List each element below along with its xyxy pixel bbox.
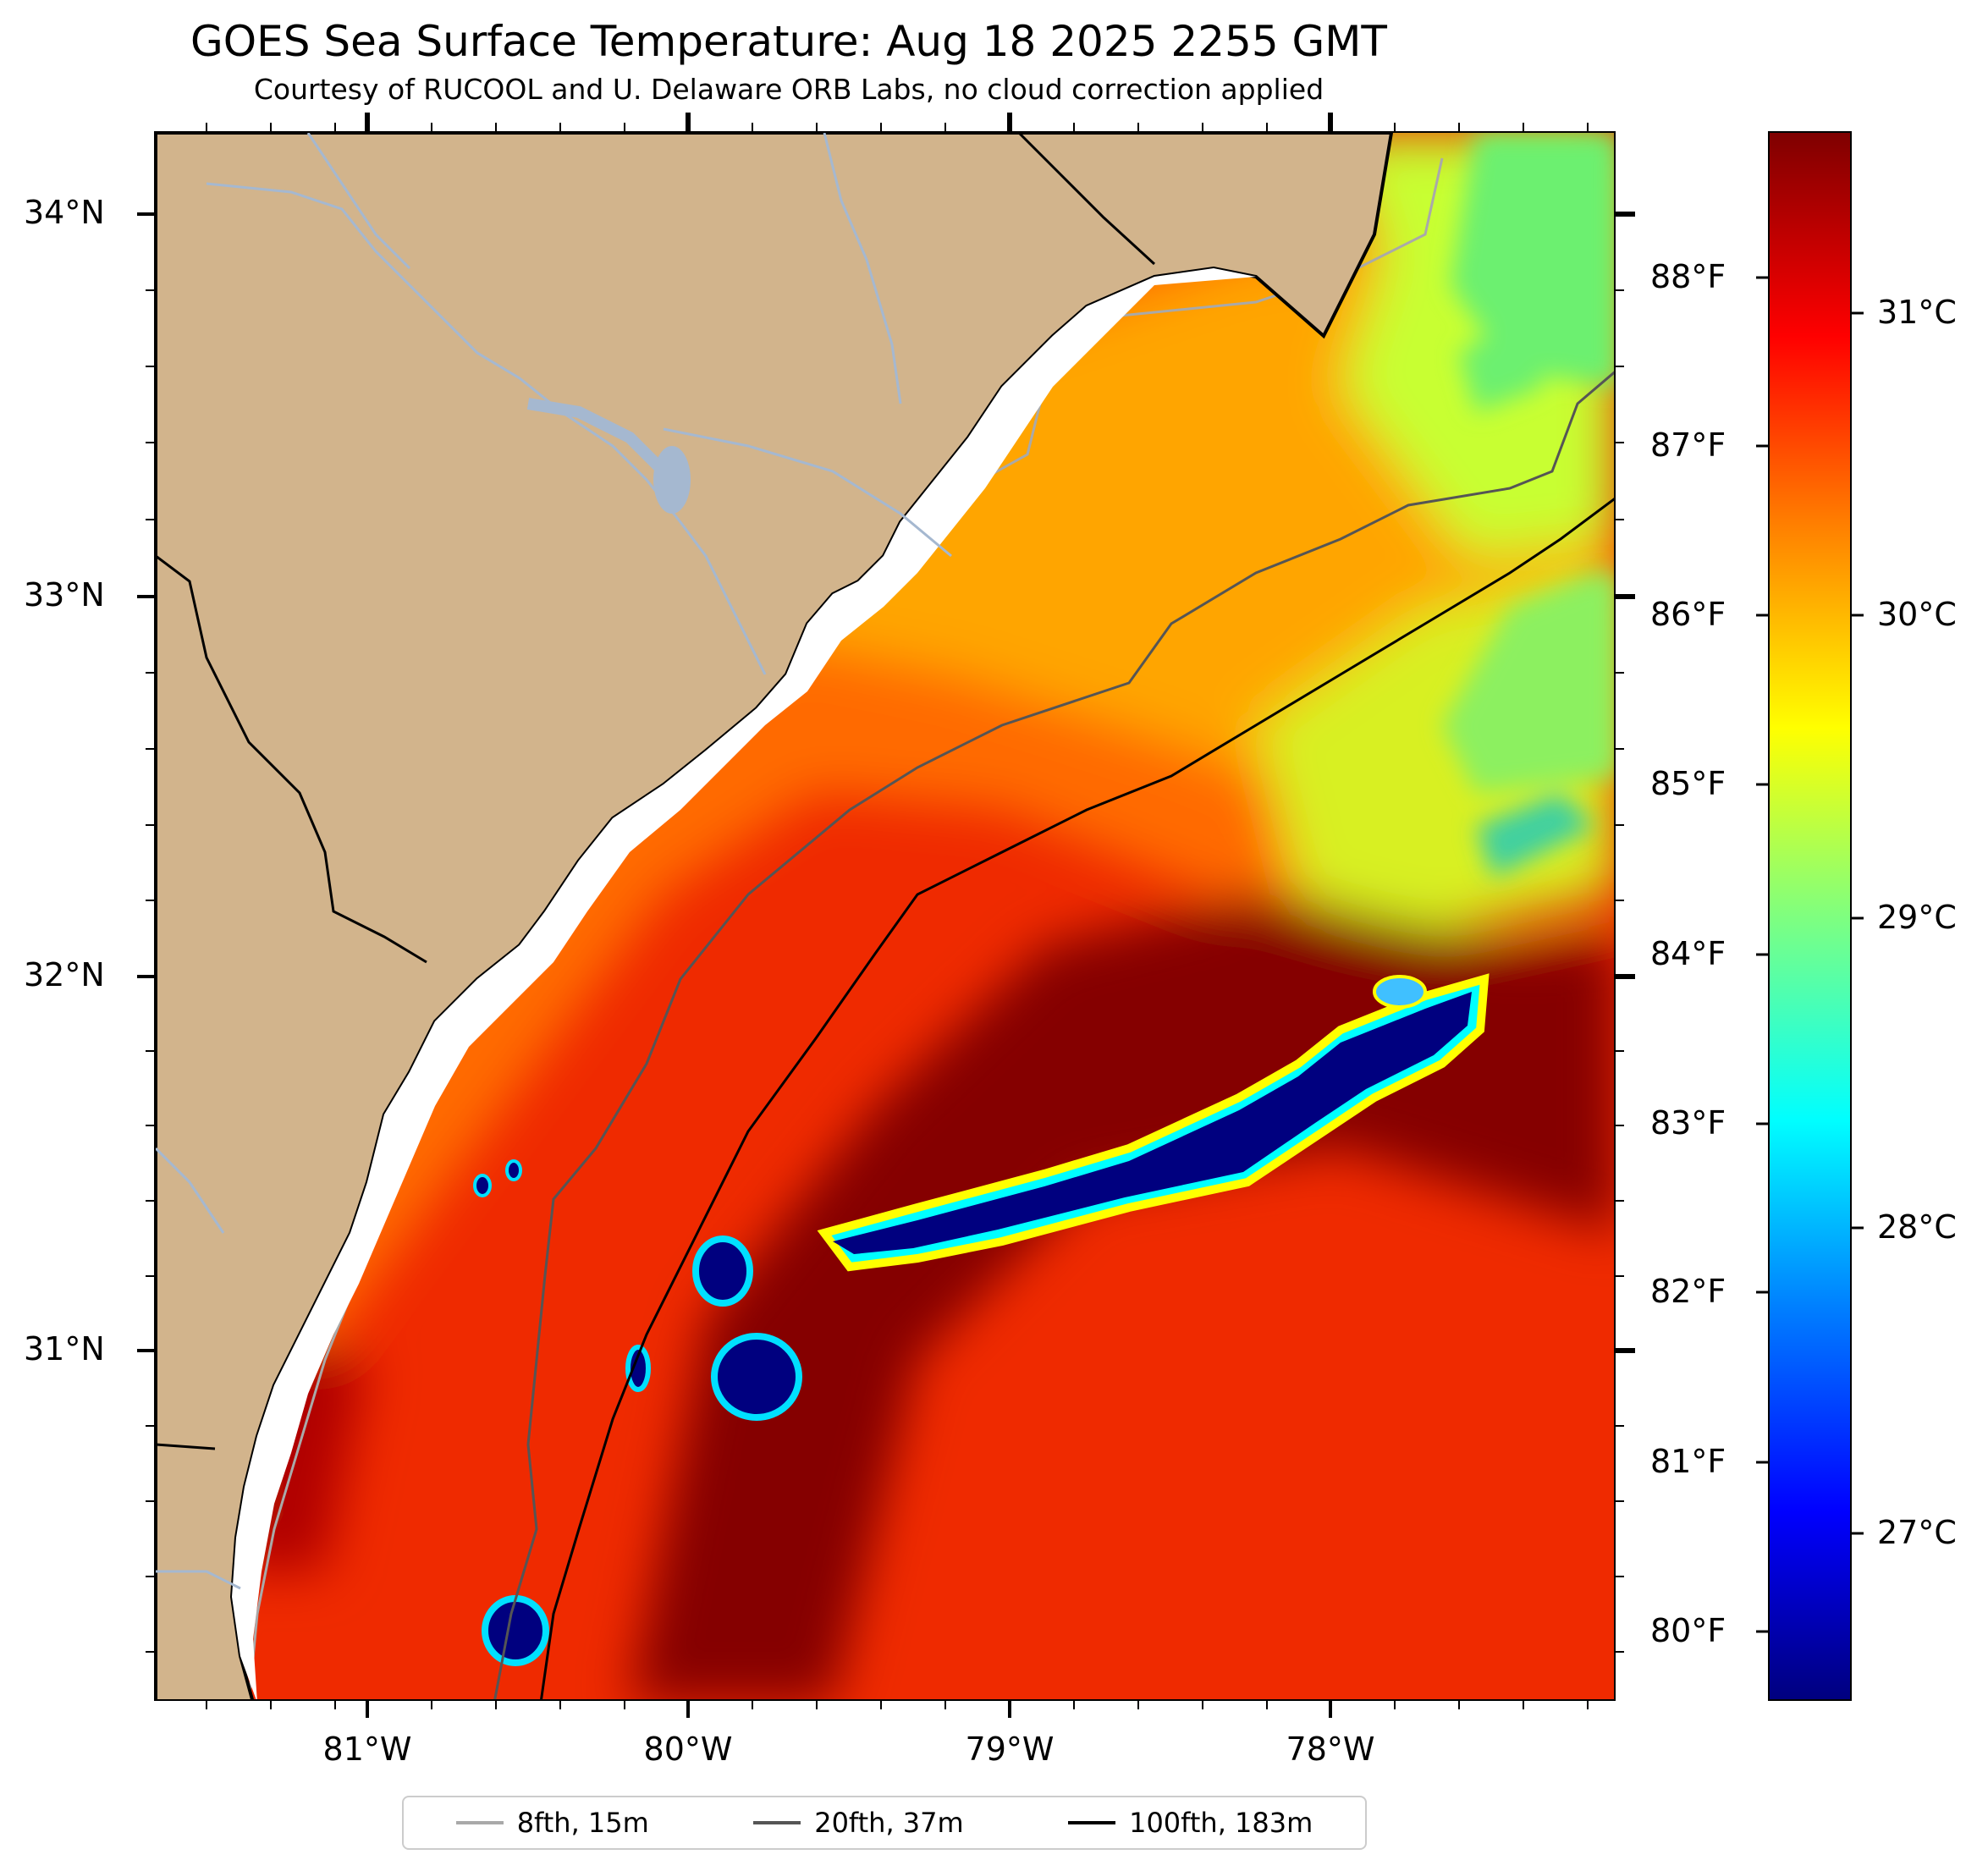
colorbar-f-label: 88°F xyxy=(1650,258,1726,295)
lon-label-78w: 78°W xyxy=(1286,1731,1375,1768)
colorbar-f-label: 87°F xyxy=(1650,426,1726,464)
colorbar-c-label: 30°C xyxy=(1877,596,1957,633)
legend-label: 8fth, 15m xyxy=(516,1807,649,1839)
lon-label-79w: 79°W xyxy=(965,1731,1055,1768)
colorbar-c-label: 29°C xyxy=(1877,899,1957,936)
legend-line-20fth xyxy=(753,1821,801,1824)
cold-patches xyxy=(473,973,1490,1666)
sst-map[interactable] xyxy=(154,131,1616,1701)
lon-label-80w: 80°W xyxy=(643,1731,733,1768)
colorbar-f-label: 84°F xyxy=(1650,935,1726,972)
depth-contour-legend: 8fth, 15m 20fth, 37m 100fth, 183m xyxy=(402,1796,1367,1850)
colorbar-f-label: 86°F xyxy=(1650,596,1726,633)
colorbar-c-label: 28°C xyxy=(1877,1208,1957,1246)
map-subtitle: Courtesy of RUCOOL and U. Delaware ORB L… xyxy=(253,73,1324,106)
temperature-colorbar xyxy=(1768,131,1852,1701)
legend-item-8fth: 8fth, 15m xyxy=(455,1807,649,1839)
colorbar-f-label: 80°F xyxy=(1650,1612,1726,1649)
legend-label: 20fth, 37m xyxy=(814,1807,964,1839)
legend-item-100fth: 100fth, 183m xyxy=(1068,1807,1313,1839)
rivers xyxy=(156,133,952,1590)
lat-label-34n: 34°N xyxy=(24,194,105,231)
legend-line-100fth xyxy=(1068,1821,1116,1824)
lat-label-31n: 31°N xyxy=(24,1330,105,1367)
colorbar-c-label: 31°C xyxy=(1877,294,1957,331)
legend-label: 100fth, 183m xyxy=(1129,1807,1313,1839)
lat-label-33n: 33°N xyxy=(24,576,105,614)
state-borders xyxy=(156,133,1156,1450)
lat-label-32n: 32°N xyxy=(24,956,105,993)
lon-label-81w: 81°W xyxy=(322,1731,412,1768)
colorbar-f-label: 85°F xyxy=(1650,765,1726,802)
legend-item-20fth: 20fth, 37m xyxy=(753,1807,964,1839)
colorbar-c-label: 27°C xyxy=(1877,1514,1957,1551)
sst-map-graphic xyxy=(156,133,1614,1699)
contour-20fth xyxy=(493,371,1614,1699)
legend-line-8fth xyxy=(455,1821,504,1824)
contour-100fth xyxy=(540,498,1614,1699)
colorbar-f-label: 83°F xyxy=(1650,1104,1726,1142)
map-title: GOES Sea Surface Temperature: Aug 18 202… xyxy=(190,17,1387,66)
colorbar-f-label: 82°F xyxy=(1650,1273,1726,1310)
colorbar-f-label: 81°F xyxy=(1650,1443,1726,1480)
